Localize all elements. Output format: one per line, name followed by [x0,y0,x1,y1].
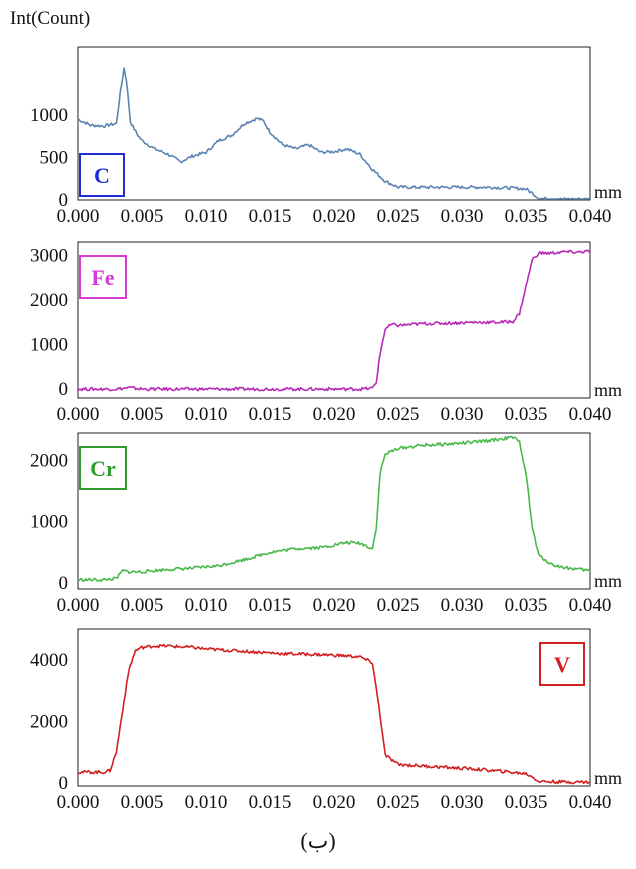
x-tick-label: 0.005 [121,404,164,425]
x-tick-label: 0.030 [441,792,484,813]
y-tick-label: 1000 [30,105,68,126]
plot-frame [77,628,591,787]
y-tick-label: 500 [40,148,69,169]
x-tick-label: 0.000 [57,404,100,425]
panel-fe: 0 1000 2000 3000 0.000 0.005 0.010 0.015 0.020 0.… [30,241,622,425]
x-tick-label: 0.015 [249,404,292,425]
x-tick-label: 0.040 [569,792,612,813]
x-tick-label: 0.020 [313,206,356,227]
x-unit-label: mm [594,571,622,591]
x-tick-label: 0.025 [377,206,420,227]
y-tick-label: 4000 [30,650,68,671]
legend-label: Fe [91,265,114,290]
legend-label: V [554,652,570,677]
series-line-cr [77,435,591,582]
x-tick-label: 0.030 [441,595,484,616]
x-tick-label: 0.010 [185,792,228,813]
plot-frame [77,432,591,590]
x-tick-label: 0.035 [505,595,548,616]
legend-box [79,446,127,490]
x-unit-label: mm [594,768,622,788]
y-tick-label: 0 [59,573,69,594]
plot-frame [77,46,591,201]
y-axis-label: Int(Count) [10,8,91,29]
x-tick-label: 0.015 [249,595,292,616]
legend-box [79,153,125,197]
x-tick-label: 0.015 [249,792,292,813]
x-tick-label: 0.040 [569,404,612,425]
x-tick-label: 0.020 [313,595,356,616]
series-line-c [77,67,591,200]
x-tick-label: 0.000 [57,595,100,616]
x-tick-label: 0.005 [121,206,164,227]
x-tick-label: 0.015 [249,206,292,227]
x-tick-label: 0.030 [441,404,484,425]
y-tick-label: 1000 [30,335,68,356]
x-tick-label: 0.025 [377,404,420,425]
x-unit-label: mm [594,182,622,202]
x-tick-label: 0.025 [377,595,420,616]
x-tick-label: 0.005 [121,595,164,616]
x-tick-label: 0.005 [121,792,164,813]
x-tick-label: 0.035 [505,206,548,227]
legend-box [79,255,127,299]
legend-label: C [94,163,110,188]
x-tick-label: 0.035 [505,404,548,425]
x-tick-label: 0.010 [185,595,228,616]
y-tick-label: 2000 [30,290,68,311]
panel-c: 0 500 1000 0.000 0.005 0.010 0.015 0.020 0.025 0.… [30,46,622,227]
y-tick-label: 2000 [30,711,68,732]
x-tick-label: 0.040 [569,595,612,616]
x-tick-label: 0.010 [185,404,228,425]
y-tick-label: 1000 [30,512,68,533]
legend-box [539,642,585,686]
plot-frame [77,241,591,399]
x-tick-label: 0.025 [377,792,420,813]
element-legend-c: C [79,153,125,197]
x-tick-label: 0.035 [505,792,548,813]
x-unit-label: mm [594,380,622,400]
x-tick-label: 0.020 [313,792,356,813]
y-tick-label: 0 [59,190,69,211]
element-legend-v: V [539,642,585,686]
element-legend-fe: Fe [79,255,127,299]
series-line-fe [77,249,591,392]
y-tick-label: 3000 [30,245,68,266]
series-line-v [77,643,591,785]
x-tick-label: 0.000 [57,206,100,227]
y-tick-label: 2000 [30,451,68,472]
panel-v: 0 2000 4000 0.000 0.005 0.010 0.015 0.020 0.025 0… [30,628,622,813]
x-tick-label: 0.000 [57,792,100,813]
x-tick-label: 0.010 [185,206,228,227]
x-tick-label: 0.030 [441,206,484,227]
panel-cr: 0 1000 2000 0.000 0.005 0.010 0.015 0.020 0.025 0… [30,432,622,616]
x-tick-label: 0.020 [313,404,356,425]
x-tick-label: 0.040 [569,206,612,227]
y-tick-label: 0 [59,379,69,400]
figure-caption: (ب) [300,828,336,853]
element-legend-cr: Cr [79,446,127,490]
legend-label: Cr [90,456,116,481]
y-tick-label: 0 [59,773,69,794]
